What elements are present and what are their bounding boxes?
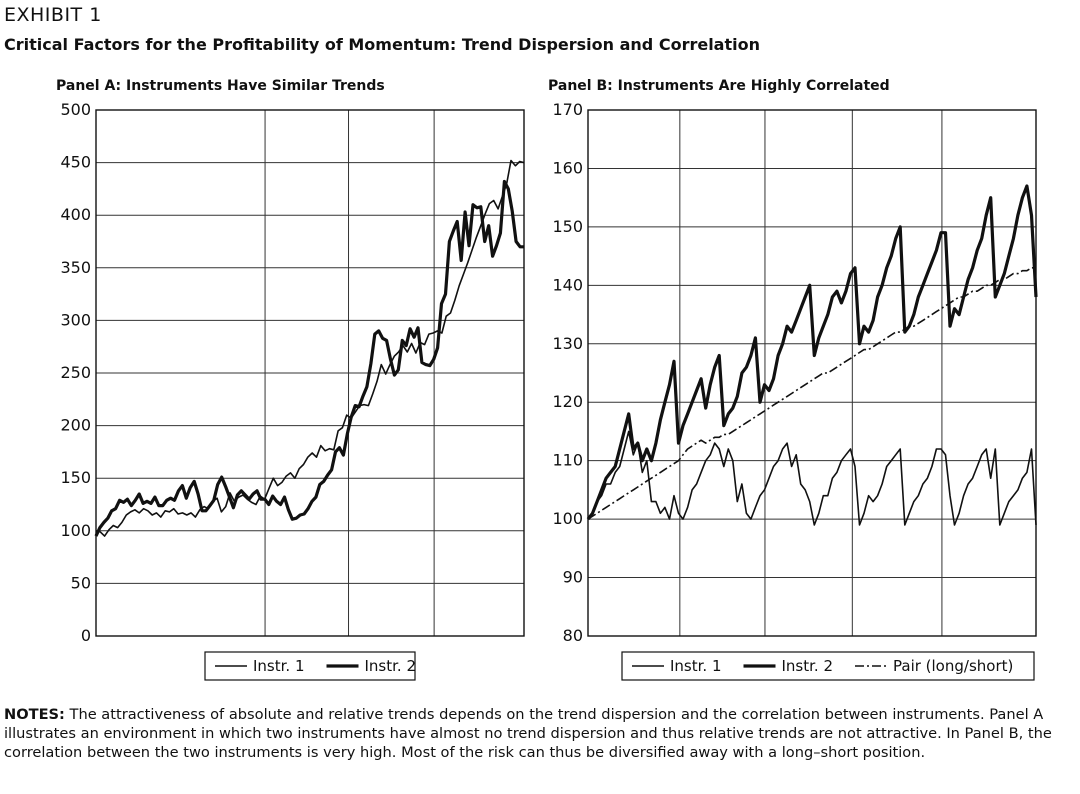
panel-b-series-line-1: [587, 430, 1037, 526]
panel-b-y-tick-label: 130: [552, 334, 583, 353]
panel-b-y-tick-label: 140: [552, 275, 583, 294]
panel-b-legend-label: Pair (long/short): [893, 657, 1013, 675]
panel-b-y-tick-label: 100: [552, 509, 583, 528]
exhibit-label: EXHIBIT 1: [4, 4, 102, 26]
panel-b-title: Panel B: Instruments Are Highly Correlat…: [548, 78, 890, 94]
panel-a-y-tick-label: 350: [60, 258, 91, 277]
panel-a-y-tick-label: 400: [60, 205, 91, 224]
panel-b-y-tick-label: 110: [552, 451, 583, 470]
panel-b-y-tick-label: 160: [552, 158, 583, 177]
panel-b-y-tick-label: 170: [552, 100, 583, 119]
panel-a-y-tick-label: 200: [60, 416, 91, 435]
panel-a-y-tick-label: 0: [81, 626, 91, 645]
legend-panel-b: Instr. 1 Instr. 2 Pair (long/short): [621, 651, 1035, 681]
panel-a-plot-frame: [95, 109, 525, 637]
panel-b-plot-frame: [587, 109, 1037, 637]
panel-b-legend-label: Instr. 1: [670, 657, 722, 675]
panel-a-y-tick-label: 450: [60, 153, 91, 172]
panel-b-y-tick-label: 90: [563, 568, 583, 587]
panel-a-y-tick-label: 150: [60, 468, 91, 487]
panel-b-y-tick-label: 150: [552, 217, 583, 236]
panel-b-series-line-3: [587, 266, 1036, 520]
panel-a-y-tick-label: 500: [60, 100, 91, 119]
notes: NOTES: The attractiveness of absolute an…: [4, 705, 1076, 762]
panel-a-y-tick-label: 50: [71, 573, 91, 592]
panel-a-series-line-1: [95, 159, 525, 537]
panel-a-y-tick-label: 250: [60, 363, 91, 382]
panel-b-y-tick-label: 80: [563, 626, 583, 645]
panel-b-legend-label: Instr. 2: [782, 657, 834, 675]
notes-lead: NOTES:: [4, 706, 65, 723]
panel-a-y-tick-label: 100: [60, 521, 91, 540]
panel-a: 0 50 100 150 200 250 300 350 400 450 500: [60, 100, 525, 645]
exhibit-title: Critical Factors for the Profitability o…: [4, 35, 760, 54]
panel-a-legend-label: Instr. 2: [365, 657, 417, 675]
panel-b-plot-area: [588, 110, 1036, 636]
panel-a-y-tick-label: 300: [60, 310, 91, 329]
panel-b-legend-box: [621, 651, 1035, 681]
panel-a-title: Panel A: Instruments Have Similar Trends: [56, 78, 385, 94]
panel-a-legend-label: Instr. 1: [253, 657, 305, 675]
legend-panel-a: Instr. 1 Instr. 2: [204, 651, 417, 681]
panel-a-series-line-2: [94, 179, 524, 537]
panel-b: 80 90 100 110 120 130 140 150 160 170: [552, 100, 1038, 645]
notes-text: The attractiveness of absolute and relat…: [4, 706, 1052, 761]
chart-canvas: 0 50 100 150 200 250 300 350 400 450 500 80 90 100 11…: [60, 100, 1038, 681]
panel-b-series-line-2: [586, 184, 1038, 521]
panel-b-y-tick-label: 120: [552, 392, 583, 411]
